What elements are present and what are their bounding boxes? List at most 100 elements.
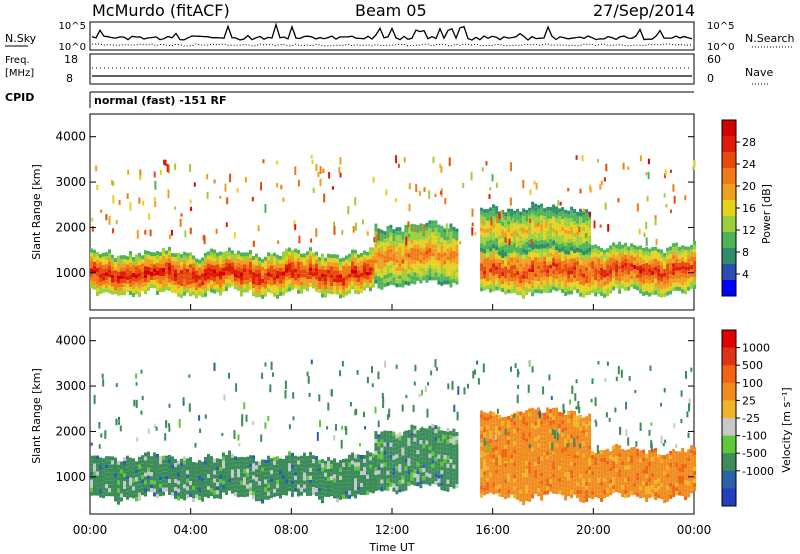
data-cell <box>240 288 243 293</box>
data-cell <box>510 474 514 479</box>
data-cell <box>546 253 550 258</box>
scatter-cell <box>377 231 380 241</box>
data-cell <box>618 457 622 462</box>
scatter-cell <box>645 172 648 176</box>
data-cell <box>186 494 189 499</box>
data-cell <box>135 469 138 474</box>
data-cell <box>606 260 610 265</box>
data-cell <box>531 490 535 495</box>
data-cell <box>252 471 255 476</box>
scatter-cell <box>530 239 533 246</box>
data-cell <box>663 288 667 293</box>
data-cell <box>372 465 375 470</box>
data-cell <box>657 490 661 495</box>
data-cell <box>452 278 456 283</box>
data-cell <box>174 459 177 463</box>
data-cell <box>558 478 562 482</box>
data-cell <box>570 210 574 215</box>
data-cell <box>633 450 637 455</box>
data-cell <box>252 268 255 273</box>
data-cell <box>264 264 267 269</box>
data-cell <box>552 465 556 470</box>
data-cell <box>480 489 484 494</box>
data-cell <box>555 458 559 463</box>
data-cell <box>431 252 435 257</box>
data-cell <box>383 474 387 479</box>
data-cell <box>120 283 123 288</box>
data-cell <box>282 287 285 292</box>
data-cell <box>552 282 556 287</box>
data-cell <box>413 473 417 478</box>
data-cell <box>558 274 562 279</box>
data-cell <box>237 461 240 466</box>
data-cell <box>600 485 604 490</box>
data-cell <box>327 469 330 473</box>
data-cell <box>603 478 607 482</box>
data-cell <box>579 264 583 269</box>
data-cell <box>513 281 517 285</box>
scatter-cell <box>225 222 228 227</box>
data-cell <box>422 252 426 257</box>
data-cell <box>413 240 417 245</box>
data-cell <box>339 471 342 476</box>
data-cell <box>117 271 120 276</box>
data-cell <box>354 257 357 262</box>
data-cell <box>360 280 363 285</box>
data-cell <box>315 255 318 260</box>
data-cell <box>276 476 279 481</box>
data-cell <box>392 253 396 258</box>
data-cell <box>201 273 204 278</box>
data-cell <box>267 459 270 464</box>
data-cell <box>422 472 426 477</box>
data-cell <box>648 288 652 293</box>
data-cell <box>183 492 186 497</box>
data-cell <box>636 254 640 259</box>
data-cell <box>222 255 225 260</box>
data-cell <box>312 471 315 476</box>
data-cell <box>177 468 180 473</box>
data-cell <box>513 490 517 495</box>
data-cell <box>597 478 601 483</box>
data-cell <box>540 219 544 224</box>
data-cell <box>449 255 453 260</box>
data-cell <box>351 456 354 461</box>
data-cell <box>291 484 294 489</box>
data-cell <box>437 458 441 463</box>
scatter-cell <box>408 183 411 190</box>
data-cell <box>443 451 447 455</box>
data-cell <box>333 494 336 499</box>
scatter-cell <box>521 227 524 235</box>
data-cell <box>486 458 490 462</box>
data-cell <box>591 273 595 278</box>
data-cell <box>342 458 345 463</box>
data-cell <box>150 260 153 264</box>
data-cell <box>392 483 396 488</box>
data-cell <box>398 235 402 240</box>
data-cell <box>345 478 348 483</box>
data-cell <box>383 430 387 435</box>
data-cell <box>303 480 306 485</box>
data-cell <box>240 260 243 265</box>
data-cell <box>431 431 435 436</box>
data-cell <box>288 459 291 464</box>
scatter-cell <box>408 203 411 212</box>
data-cell <box>303 476 306 481</box>
data-cell <box>552 461 556 466</box>
data-cell <box>117 279 120 284</box>
data-cell <box>419 480 423 485</box>
data-cell <box>621 453 625 458</box>
data-cell <box>567 274 571 279</box>
data-cell <box>486 236 490 241</box>
data-cell <box>237 457 240 462</box>
data-cell <box>225 458 228 463</box>
data-cell <box>279 271 282 276</box>
data-cell <box>114 461 117 466</box>
data-cell <box>657 458 661 463</box>
data-cell <box>489 276 493 281</box>
data-cell <box>591 463 595 468</box>
data-cell <box>606 480 610 485</box>
data-cell <box>510 248 514 253</box>
data-cell <box>285 252 288 257</box>
data-cell <box>627 489 631 494</box>
data-cell <box>549 252 553 257</box>
